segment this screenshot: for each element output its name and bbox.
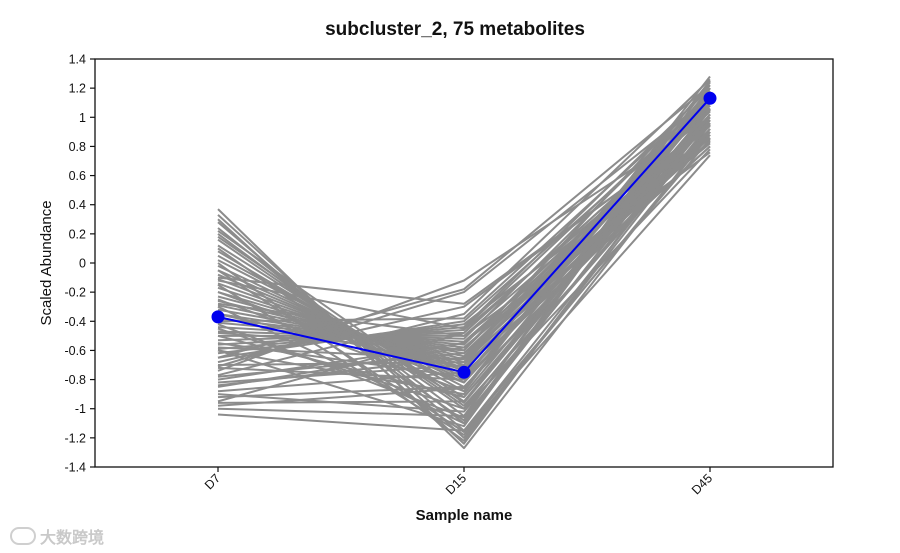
y-tick-label: 1.4 [69,53,86,67]
watermark-text: 大数跨境 [40,528,105,547]
y-axis: -1.4 -1.2 -1 -0.8 -0.6 -0.4 -0.2 0 0.2 0.4 0.6 0.8 1… [64,53,95,475]
y-tick-label: -1 [75,402,86,416]
member-line [217,119,711,419]
member-line [217,139,711,384]
y-tick-label: 0.2 [69,227,86,241]
y-tick-label: -1.2 [64,431,86,445]
watermark-logo-icon [10,527,36,545]
y-tick-label: -0.6 [64,344,86,358]
y-tick-label: 0.6 [69,169,86,183]
centroid-point [703,91,717,105]
member-line [217,122,711,337]
centroid-point [211,310,225,324]
y-tick-label: -0.2 [64,286,86,300]
y-axis-label: Scaled Abundance [38,200,55,325]
y-tick-label: 0.8 [69,140,86,154]
y-tick-label: 1 [79,111,86,125]
member-line [217,96,711,330]
x-tick-label: D7 [202,471,223,492]
y-tick-label: 0.4 [69,198,86,212]
watermark: 大数跨境 [10,524,104,548]
member-line [217,93,711,323]
member-lines [217,75,711,450]
member-line [217,81,711,381]
centroid-series [211,91,717,379]
member-line [217,107,711,404]
member-line [217,116,711,378]
x-axis: D7 D15 D45 [202,467,715,497]
member-line [217,113,711,445]
centroid-point [457,365,471,379]
member-line [217,125,711,305]
y-tick-label: -0.8 [64,373,86,387]
chart-title: subcluster_2, 75 metabolites [325,19,585,40]
y-tick-label: -1.4 [64,461,86,475]
y-tick-label: 1.2 [69,82,86,96]
x-tick-label: D15 [443,471,469,497]
x-tick-label: D45 [689,471,715,497]
y-tick-label: 0 [79,257,86,271]
member-line [217,87,711,425]
y-tick-label: -0.4 [64,315,86,329]
x-axis-label: Sample name [416,507,513,524]
member-line [217,154,711,433]
member-line [217,116,711,372]
